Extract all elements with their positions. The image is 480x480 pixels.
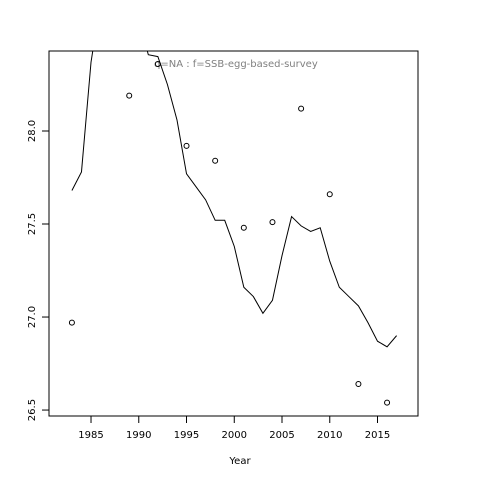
data-point (126, 92, 133, 99)
x-tick-label: 2015 (365, 430, 390, 441)
x-tick-label: 2000 (222, 430, 247, 441)
x-tick-label: 1990 (126, 430, 151, 441)
data-point (326, 191, 333, 198)
y-tick-label: 27.0 (27, 306, 38, 328)
plot-area (68, 51, 397, 406)
data-point (68, 319, 75, 326)
y-tick-label: 27.5 (27, 213, 38, 235)
data-point (183, 142, 190, 149)
data-line (71, 51, 397, 348)
data-point (384, 399, 391, 406)
data-point (240, 224, 247, 231)
x-tick-label: 2010 (317, 430, 342, 441)
data-point (269, 219, 276, 226)
x-axis-label: Year (228, 456, 251, 467)
data-point (298, 105, 305, 112)
x-tick-label: 1985 (78, 430, 103, 441)
data-point (154, 61, 161, 68)
y-tick-label: 26.5 (27, 399, 38, 421)
data-point (355, 381, 362, 388)
x-tick-label: 2005 (269, 430, 294, 441)
y-tick-label: 28.0 (27, 120, 38, 142)
plot-frame (48, 50, 419, 417)
annotation: q=NA : f=SSB-egg-based-survey (154, 59, 318, 70)
data-point (212, 157, 219, 164)
x-tick-label: 1995 (174, 430, 199, 441)
